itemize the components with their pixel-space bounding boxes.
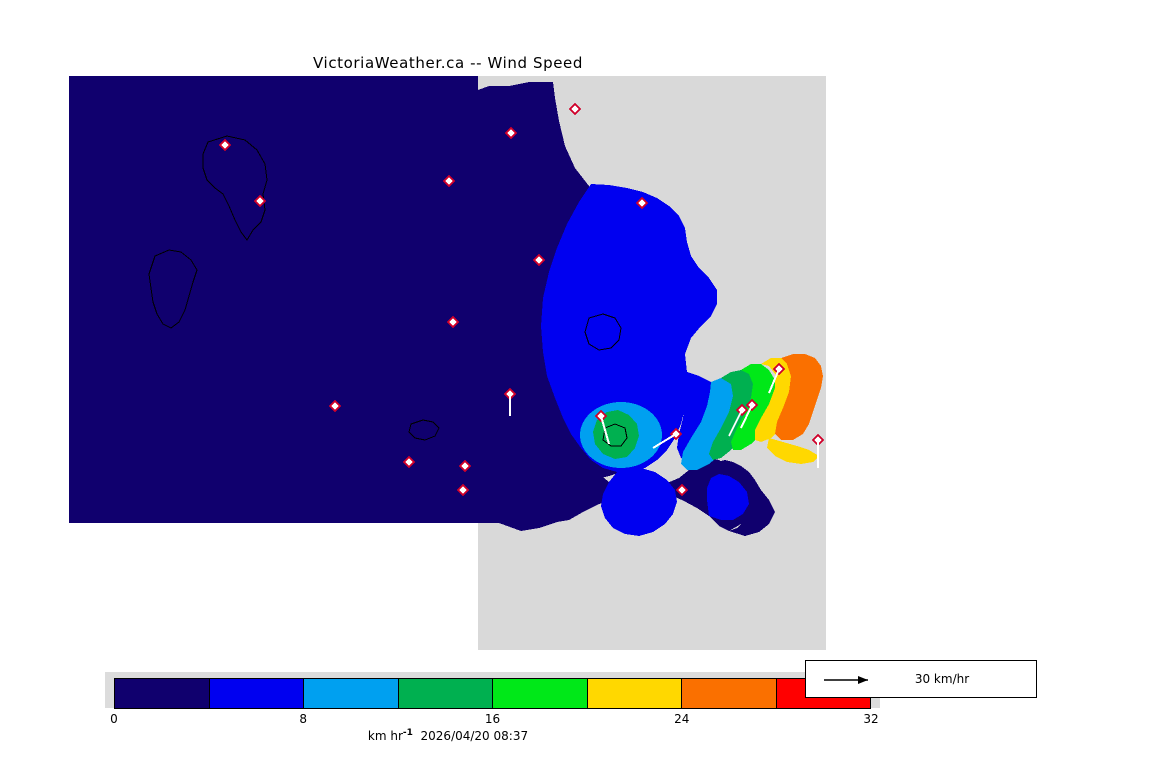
station-marker[interactable] [568, 102, 582, 116]
station-marker[interactable] [504, 126, 518, 140]
colorbar-segment-8-12 [303, 679, 398, 708]
station-marker[interactable] [402, 455, 416, 469]
station-marker[interactable] [328, 399, 342, 413]
colorbar-unit-base: km hr [367, 729, 403, 743]
colorbar-timestamp: 2026/04/20 08:37 [420, 729, 529, 743]
wind-barb-scale-legend: 30 km/hr [805, 660, 1037, 698]
colorbar-segment-16-20 [492, 679, 587, 708]
contour-band-24-28 [775, 354, 823, 440]
station-marker[interactable] [532, 253, 546, 267]
colorbar-tick-labels: 0 8 16 24 32 [105, 712, 880, 728]
colorbar-container [105, 672, 880, 709]
colorbar[interactable] [114, 678, 871, 709]
colorbar-tick-24: 24 [674, 712, 690, 726]
station-marker[interactable] [218, 138, 232, 152]
station-markers[interactable] [218, 102, 825, 497]
colorbar-segment-12-16 [397, 679, 492, 708]
station-marker[interactable] [446, 315, 460, 329]
colorbar-segment-24-28 [681, 679, 776, 708]
station-marker[interactable] [442, 174, 456, 188]
contour-band-20-24 [755, 358, 819, 464]
wind-speed-contour-map[interactable] [69, 76, 826, 650]
station-marker[interactable] [253, 194, 267, 208]
outside-domain-area [69, 523, 478, 650]
wind-barb-scale-label: 30 km/hr [914, 672, 970, 686]
coastlines [148, 135, 628, 447]
station-marker[interactable] [635, 196, 649, 210]
station-marker[interactable] [458, 459, 472, 473]
colorbar-tick-32: 32 [863, 712, 879, 726]
wind-barbs [509, 368, 819, 468]
colorbar-tick-0: 0 [110, 712, 118, 726]
colorbar-tick-8: 8 [299, 712, 308, 726]
colorbar-unit-exponent: -1 [402, 728, 413, 738]
map-panel[interactable] [69, 76, 826, 650]
station-marker[interactable] [675, 483, 689, 497]
colorbar-segment-20-24 [586, 679, 681, 708]
station-marker[interactable] [456, 483, 470, 497]
colorbar-tick-16: 16 [484, 712, 501, 726]
colorbar-caption: km hr-1 2026/04/20 08:37 [0, 728, 896, 743]
caption-spacer [413, 729, 421, 743]
colorbar-segment-0-4 [115, 679, 209, 708]
contour-band-12-16 [593, 370, 757, 460]
wind-barb-arrow-icon [824, 676, 868, 684]
colorbar-segment-4-8 [208, 679, 303, 708]
page-title: VictoriaWeather.ca -- Wind Speed [313, 54, 583, 72]
